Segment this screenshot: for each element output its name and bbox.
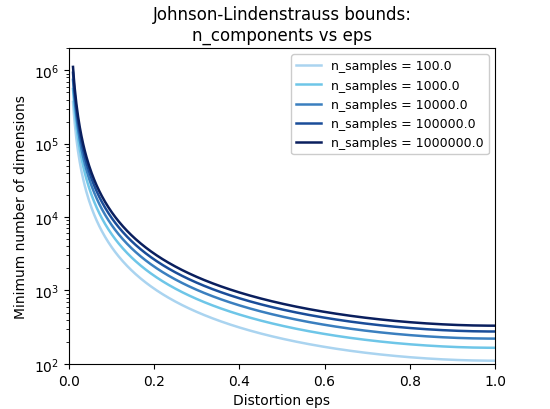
Line: n_samples = 1000.0: n_samples = 1000.0 (73, 90, 495, 348)
Line: n_samples = 100.0: n_samples = 100.0 (73, 103, 495, 361)
n_samples = 10000.0 (321, 322, 327, 327)
n_samples = 1000000.0 (70, 65, 76, 70)
n_samples = 100.0 (492, 358, 498, 363)
n_samples = 1000.0 (70, 87, 76, 92)
n_samples = 100.0 (270, 335, 277, 339)
n_samples = 1000000.0 (492, 324, 498, 328)
Line: n_samples = 1000000.0: n_samples = 1000000.0 (73, 68, 495, 326)
n_samples = 100000.0 (321, 315, 327, 320)
n_samples = 1000.0 (298, 328, 305, 333)
n_samples = 1000.0 (492, 346, 498, 351)
n_samples = 10000.0 (482, 336, 488, 341)
n_samples = 10000.0 (416, 333, 422, 338)
n_samples = 100000.0 (416, 326, 422, 331)
n_samples = 1000000.0 (482, 324, 488, 328)
n_samples = 10000.0 (270, 312, 277, 317)
n_samples = 10000.0 (70, 78, 76, 83)
n_samples = 100000.0 (273, 306, 279, 311)
n_samples = 100000.0 (270, 305, 277, 310)
n_samples = 1000.0 (321, 332, 327, 337)
n_samples = 1000000.0 (298, 306, 305, 310)
n_samples = 100000.0 (492, 329, 498, 334)
n_samples = 1000.0 (273, 322, 279, 327)
n_samples = 100.0 (482, 358, 488, 363)
n_samples = 1000000.0 (321, 310, 327, 315)
n_samples = 1000.0 (416, 343, 422, 348)
Y-axis label: Minimum number of dimensions: Minimum number of dimensions (14, 95, 28, 318)
n_samples = 1000.0 (270, 321, 277, 326)
n_samples = 1000000.0 (270, 299, 277, 304)
Line: n_samples = 100000.0: n_samples = 100000.0 (73, 74, 495, 332)
n_samples = 10000.0 (492, 336, 498, 341)
n_samples = 100000.0 (70, 71, 76, 76)
Legend: n_samples = 100.0, n_samples = 1000.0, n_samples = 10000.0, n_samples = 100000.0: n_samples = 100.0, n_samples = 1000.0, n… (291, 55, 489, 155)
n_samples = 1000.0 (482, 346, 488, 351)
n_samples = 100.0 (70, 100, 76, 105)
n_samples = 10000.0 (298, 318, 305, 323)
Line: n_samples = 10000.0: n_samples = 10000.0 (73, 81, 495, 339)
n_samples = 1000000.0 (273, 300, 279, 305)
X-axis label: Distortion eps: Distortion eps (233, 393, 331, 407)
n_samples = 100000.0 (298, 311, 305, 316)
Title: Johnson-Lindenstrauss bounds:
n_components vs eps: Johnson-Lindenstrauss bounds: n_componen… (152, 6, 411, 45)
n_samples = 100.0 (273, 335, 279, 340)
n_samples = 100000.0 (482, 329, 488, 334)
n_samples = 100.0 (416, 355, 422, 360)
n_samples = 100.0 (298, 340, 305, 345)
n_samples = 10000.0 (273, 313, 279, 318)
n_samples = 100.0 (321, 344, 327, 349)
n_samples = 1000000.0 (416, 321, 422, 326)
